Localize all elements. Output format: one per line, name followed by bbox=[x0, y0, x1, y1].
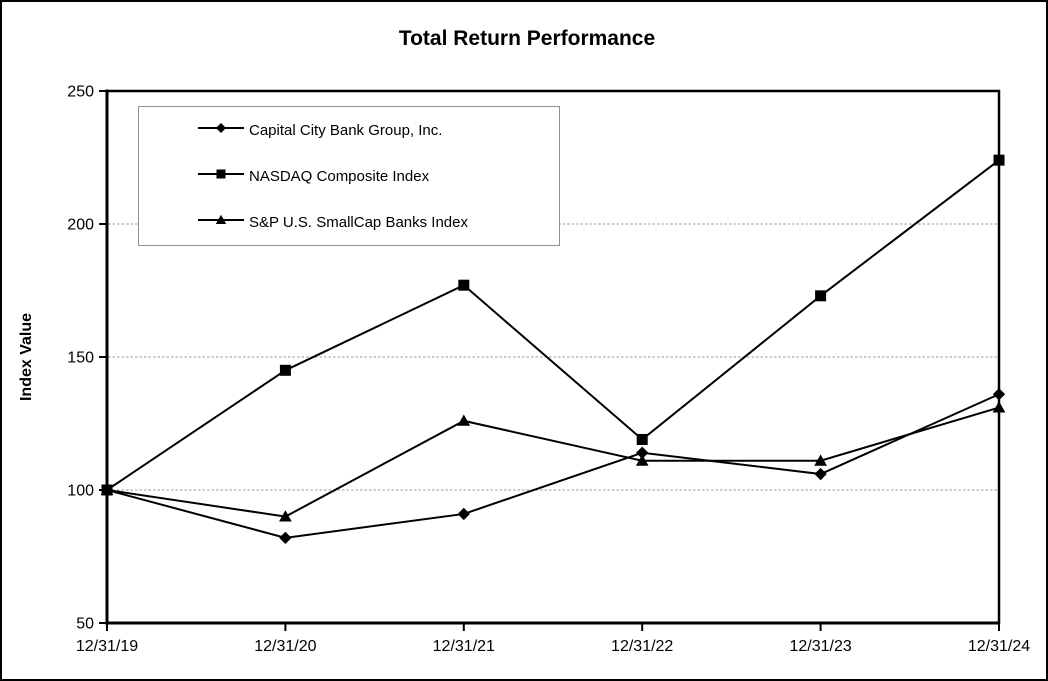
chart-title: Total Return Performance bbox=[398, 27, 656, 50]
data-point-square bbox=[101, 484, 113, 496]
y-tick-label: 150 bbox=[67, 350, 94, 367]
legend-label: NASDAQ Composite Index bbox=[249, 167, 430, 185]
legend-item-sp-smallcap-banks: S&P U.S. SmallCap Banks Index bbox=[139, 199, 559, 245]
data-point-diamond bbox=[814, 467, 827, 481]
legend-marker-diamond bbox=[215, 122, 227, 133]
chart-legend: Capital City Bank Group, Inc. NASDAQ Com… bbox=[138, 106, 560, 246]
y-tick-label: 100 bbox=[67, 483, 94, 500]
data-point-square bbox=[993, 154, 1005, 166]
legend-marker-triangle bbox=[215, 214, 227, 224]
diamond-series-key-icon bbox=[198, 121, 244, 140]
series-line-0 bbox=[106, 393, 1000, 539]
legend-marker-square bbox=[216, 169, 226, 178]
data-point-diamond bbox=[636, 446, 649, 459]
diamond-legend-swatch bbox=[198, 122, 244, 133]
data-point-square bbox=[636, 433, 648, 445]
data-point-square bbox=[458, 279, 470, 291]
data-point-square bbox=[279, 364, 291, 376]
x-tick-label: 12/31/24 bbox=[968, 638, 1030, 655]
legend-label: S&P U.S. SmallCap Banks Index bbox=[249, 213, 468, 231]
data-point-triangle bbox=[992, 401, 1006, 413]
legend-label: Capital City Bank Group, Inc. bbox=[249, 121, 443, 139]
data-point-diamond bbox=[279, 531, 292, 545]
legend-item-nasdaq-composite: NASDAQ Composite Index bbox=[139, 153, 559, 199]
data-point-triangle bbox=[279, 510, 292, 522]
y-tick-label: 200 bbox=[67, 217, 94, 234]
series-line-2 bbox=[106, 406, 1000, 518]
x-tick-label: 12/31/23 bbox=[789, 638, 851, 655]
data-point-square bbox=[815, 290, 827, 302]
x-tick-label: 12/31/19 bbox=[76, 638, 138, 655]
square-series-key-icon bbox=[198, 167, 244, 186]
square-legend-swatch bbox=[198, 169, 244, 178]
y-tick-label: 250 bbox=[67, 84, 94, 101]
x-tick-label: 12/31/21 bbox=[433, 638, 495, 655]
x-tick-label: 12/31/20 bbox=[254, 638, 316, 655]
data-point-diamond bbox=[992, 388, 1006, 401]
y-tick-label: 50 bbox=[76, 616, 94, 633]
data-point-diamond bbox=[457, 507, 470, 521]
triangle-legend-swatch bbox=[198, 214, 244, 224]
x-tick-label: 12/31/22 bbox=[611, 638, 673, 655]
series-line-1 bbox=[106, 159, 1000, 491]
data-point-triangle bbox=[814, 454, 827, 466]
triangle-series-key-icon bbox=[198, 213, 244, 232]
data-point-triangle bbox=[457, 414, 471, 426]
legend-item-capital-city-bank-group: Capital City Bank Group, Inc. bbox=[139, 107, 559, 153]
data-point-triangle bbox=[635, 454, 649, 466]
